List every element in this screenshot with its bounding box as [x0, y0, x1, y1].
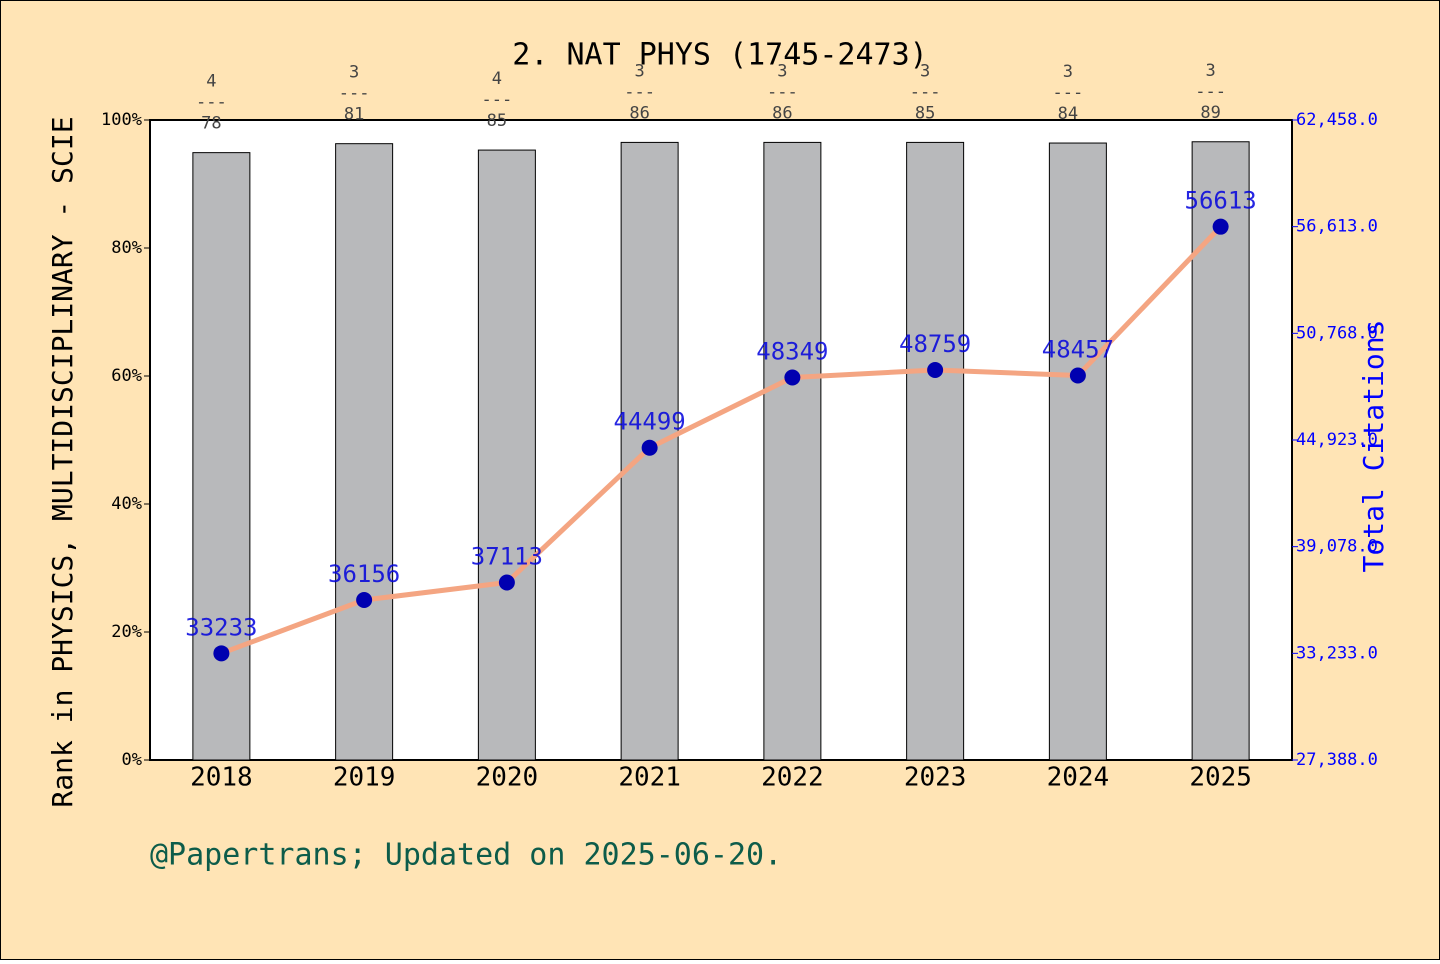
- x-tick-label: 2021: [618, 763, 681, 793]
- rank-separator: ---: [1195, 82, 1226, 102]
- x-tick-label: 2020: [476, 763, 539, 793]
- data-label: 56613: [1185, 187, 1257, 215]
- rank-separator: ---: [339, 84, 370, 104]
- rank-label: 3: [349, 63, 359, 83]
- y2-axis-label: Total Citations: [1357, 320, 1390, 573]
- y2-tick-label: 56,613.0: [1296, 217, 1378, 237]
- data-label: 48349: [756, 337, 828, 365]
- marker: [927, 361, 944, 378]
- rank-separator: ---: [196, 93, 227, 113]
- line: [220, 224, 1223, 656]
- marker: [498, 574, 515, 591]
- journal-count-label: 89: [1200, 103, 1220, 123]
- data-label: 48759: [899, 330, 971, 358]
- data-label: 44499: [614, 408, 686, 436]
- data-label: 48457: [1042, 336, 1114, 364]
- journal-count-label: 81: [344, 105, 364, 125]
- rank-label: 3: [1206, 61, 1216, 81]
- bar: [763, 141, 822, 761]
- journal-count-label: 78: [201, 114, 221, 134]
- x-tick-label: 2023: [904, 763, 967, 793]
- rank-label: 3: [635, 61, 645, 81]
- x-tick-label: 2018: [190, 763, 253, 793]
- chart-title: 2. NAT PHYS (1745-2473): [512, 38, 927, 73]
- marker: [1212, 218, 1229, 235]
- x-tick-label: 2019: [333, 763, 396, 793]
- journal-count-label: 86: [629, 103, 649, 123]
- journal-count-label: 85: [915, 103, 935, 123]
- rank-label: 3: [920, 61, 930, 81]
- bar: [477, 149, 536, 761]
- x-tick-label: 2022: [761, 763, 824, 793]
- journal-count-label: 86: [772, 103, 792, 123]
- y2-tick-label: 62,458.0: [1296, 110, 1378, 130]
- y-tick-label: 80%: [111, 238, 142, 258]
- bar: [192, 152, 251, 761]
- x-tick-label: 2024: [1047, 763, 1110, 793]
- y-tick-label: 40%: [111, 494, 142, 514]
- y-tick-label: 0%: [122, 750, 142, 770]
- bar: [906, 141, 965, 761]
- annotation: @Papertrans; Updated on 2025-06-20.: [150, 838, 782, 873]
- rank-label: 4: [206, 72, 216, 92]
- marker: [641, 439, 658, 456]
- marker: [1069, 367, 1086, 384]
- plot-area: [149, 119, 1293, 761]
- journal-count-label: 85: [487, 111, 507, 131]
- rank-separator: ---: [910, 82, 941, 102]
- y-axis-label: Rank in PHYSICS, MULTIDISCIPLINARY - SCI…: [46, 116, 79, 807]
- rank-separator: ---: [1053, 83, 1084, 103]
- bar: [335, 143, 394, 761]
- marker: [356, 591, 373, 608]
- bar: [1048, 142, 1107, 761]
- rank-label: 3: [1063, 62, 1073, 82]
- rank-separator: ---: [624, 82, 655, 102]
- data-label: 37113: [471, 543, 543, 571]
- data-label: 33233: [185, 613, 257, 641]
- rank-separator: ---: [482, 90, 513, 110]
- marker: [213, 645, 230, 662]
- rank-label: 3: [777, 61, 787, 81]
- y2-tick-label: 27,388.0: [1296, 750, 1378, 770]
- y2-tick-label: 50,768.0: [1296, 323, 1378, 343]
- y2-tick-label: 44,923.0: [1296, 430, 1378, 450]
- journal-count-label: 84: [1058, 104, 1078, 124]
- y-tick-label: 60%: [111, 366, 142, 386]
- y2-tick-label: 33,233.0: [1296, 643, 1378, 663]
- y-tick-label: 20%: [111, 622, 142, 642]
- rank-label: 4: [492, 69, 502, 89]
- y2-tick-label: 39,078.0: [1296, 537, 1378, 557]
- x-tick-label: 2025: [1189, 763, 1252, 793]
- marker: [784, 369, 801, 386]
- rank-separator: ---: [767, 82, 798, 102]
- data-label: 36156: [328, 560, 400, 588]
- y-tick-label: 100%: [101, 110, 142, 130]
